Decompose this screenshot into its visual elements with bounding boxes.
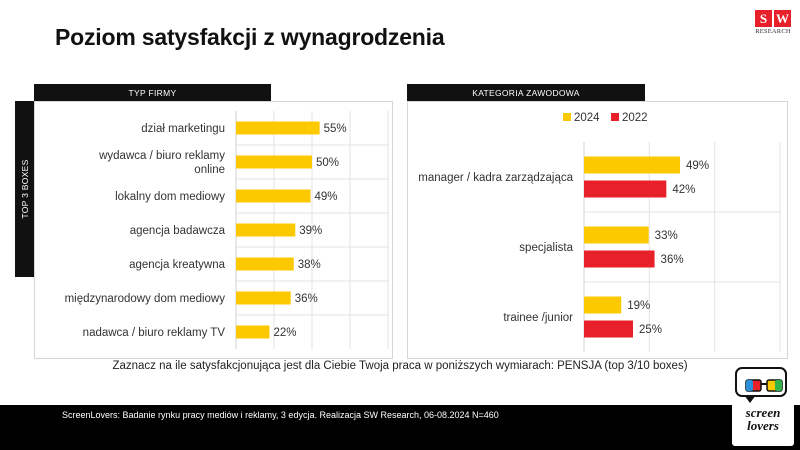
speech-bubble-tail <box>744 395 756 403</box>
category-label: online <box>194 164 225 176</box>
company-type-panel <box>34 101 393 359</box>
bar-value-label-2022: 25% <box>639 324 662 336</box>
bar-value-label: 36% <box>295 293 318 305</box>
legend-swatch-2024 <box>563 113 571 121</box>
legend-swatch-2022 <box>611 113 619 121</box>
bar-value-label-2024: 19% <box>627 300 650 312</box>
bar-2024 <box>584 296 622 314</box>
panel-header-job-category: KATEGORIA ZAWODOWA <box>407 84 645 102</box>
survey-question: Zaznacz na ile satysfakcjonująca jest dl… <box>112 360 688 372</box>
legend-label-2022: 2022 <box>622 112 648 124</box>
panel-header-company-type: TYP FIRMY <box>34 84 271 102</box>
category-label: dział marketingu <box>141 123 225 135</box>
bar-value-label: 49% <box>314 191 337 203</box>
bar-company-type <box>236 189 311 203</box>
screenlovers-line1: screen <box>745 405 781 420</box>
legend-label-2024: 2024 <box>574 112 600 124</box>
category-label: wydawca / biuro reklamy <box>98 150 225 162</box>
footer-source: ScreenLovers: Badanie rynku pracy mediów… <box>62 410 499 420</box>
screenlovers-line2: lovers <box>747 418 779 433</box>
chart-job-category: 49% 42% manager / kadra zarządzająca 33% 36%… <box>418 112 781 352</box>
glasses-icon <box>745 379 783 392</box>
chart-company-type: 55% dział marketingu 50% wydawca / biuro re… <box>65 111 389 349</box>
logo-letter-s: S <box>755 10 772 27</box>
logo-letter-w: W <box>774 10 791 27</box>
bar-2024 <box>584 156 681 174</box>
category-label: nadawca / biuro reklamy TV <box>83 327 226 339</box>
bar-value-label: 50% <box>316 157 339 169</box>
bar-company-type <box>236 257 294 271</box>
category-label: manager / kadra zarządzająca <box>418 172 573 184</box>
bar-value-label-2022: 42% <box>672 184 695 196</box>
bar-value-label: 39% <box>299 225 322 237</box>
speech-bubble-icon <box>735 367 787 397</box>
category-label: międzynarodowy dom mediowy <box>65 293 226 305</box>
screenlovers-logo: screen lovers <box>732 364 794 446</box>
category-label: specjalista <box>519 242 573 254</box>
bar-value-label-2024: 33% <box>655 230 678 242</box>
category-label: agencja badawcza <box>130 225 226 237</box>
bar-value-label-2024: 49% <box>686 160 709 172</box>
top-boxes-label: TOP 3 BOXES <box>15 101 35 277</box>
screenlovers-wordmark: screen lovers <box>732 406 794 432</box>
bar-2022 <box>584 180 667 198</box>
bar-2022 <box>584 320 633 338</box>
bar-company-type <box>236 155 312 169</box>
bar-value-label: 55% <box>324 123 347 135</box>
page-title: Poziom satysfakcji z wynagrodzenia <box>55 24 445 50</box>
category-label: trainee /junior <box>503 312 573 324</box>
bar-company-type <box>236 325 270 339</box>
bar-company-type <box>236 121 320 135</box>
bar-company-type <box>236 223 296 237</box>
bar-value-label: 38% <box>298 259 321 271</box>
category-label: lokalny dom mediowy <box>115 191 225 203</box>
bar-value-label: 22% <box>273 327 296 339</box>
sw-research-logo: S W RESEARCH <box>755 10 791 35</box>
logo-subtitle: RESEARCH <box>755 28 791 35</box>
bar-2022 <box>584 250 655 268</box>
category-label: agencja kreatywna <box>129 259 225 271</box>
bar-2024 <box>584 226 649 244</box>
footer-bar: ScreenLovers: Badanie rynku pracy mediów… <box>0 405 800 450</box>
bar-value-label-2022: 36% <box>661 254 684 266</box>
bar-company-type <box>236 291 291 305</box>
